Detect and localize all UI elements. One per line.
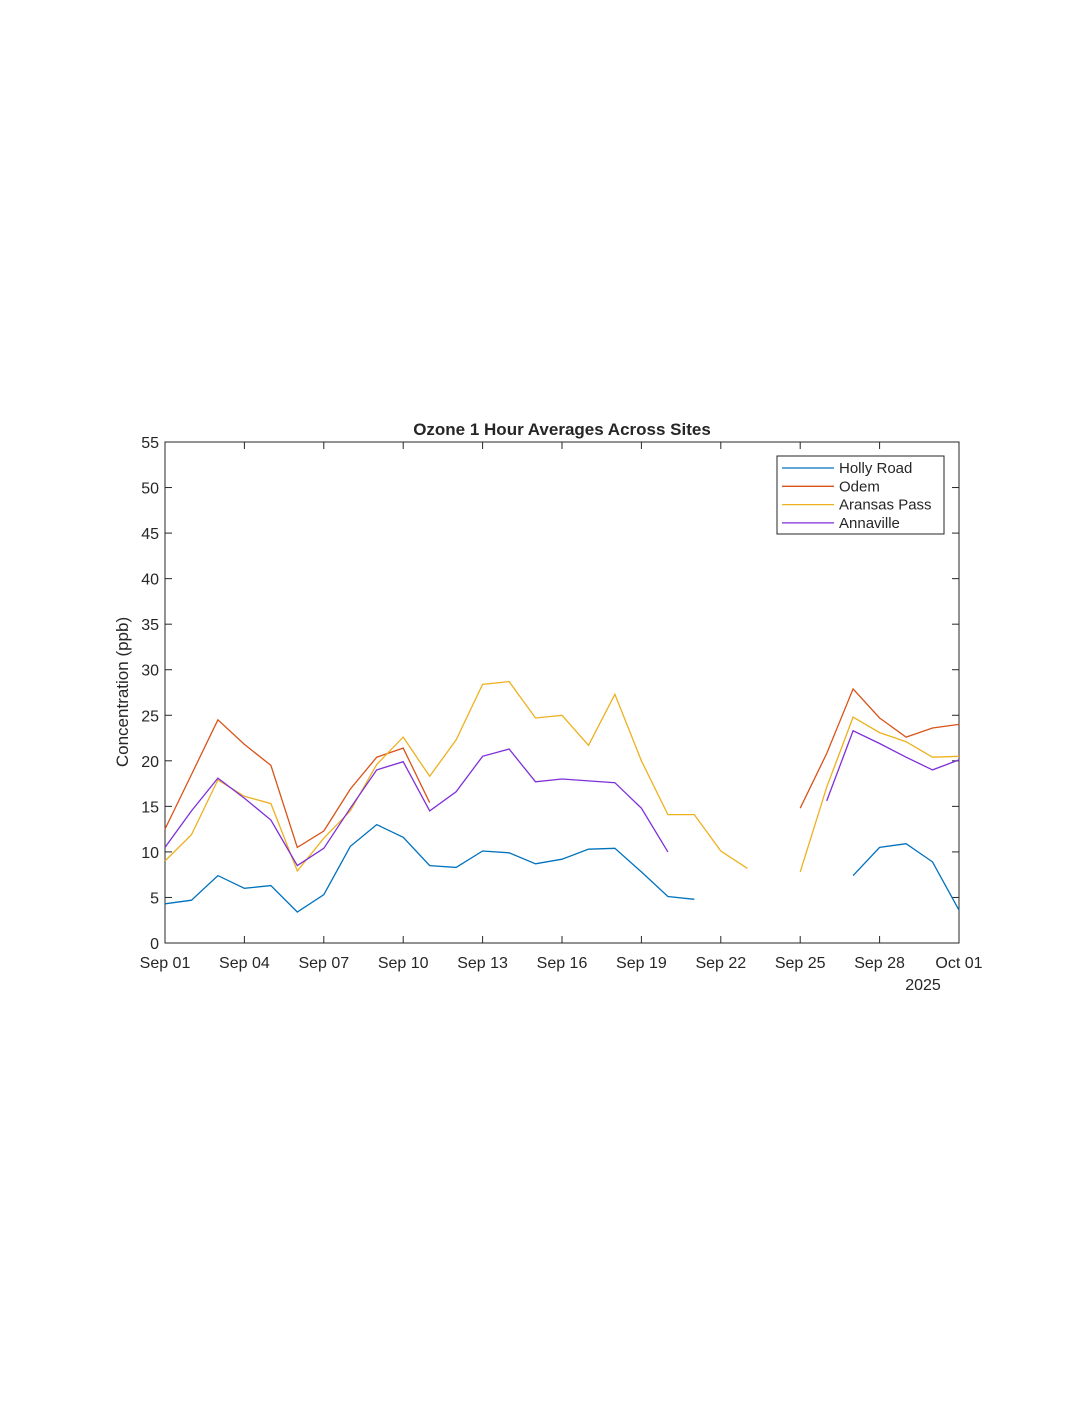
y-tick-label: 55 [141, 435, 159, 452]
x-tick-label: Sep 01 [140, 955, 191, 972]
x-tick-label: Sep 28 [854, 955, 905, 972]
series-line-holly-road [164, 823, 960, 913]
legend-box [776, 455, 945, 535]
y-tick-label: 15 [141, 799, 159, 816]
y-tick-label: 25 [141, 708, 159, 725]
series-line-odem [164, 687, 960, 849]
legend-label: Aransas Pass [839, 497, 932, 514]
y-tick-label: 30 [141, 663, 159, 680]
x-tick-label: Sep 25 [775, 955, 826, 972]
y-tick-label: 45 [141, 526, 159, 543]
x-tick-label: Sep 07 [298, 955, 349, 972]
x-tick-label: Sep 16 [537, 955, 588, 972]
y-tick-label: 50 [141, 481, 159, 498]
x-tick-label: Sep 19 [616, 955, 667, 972]
x-tick-label: Sep 22 [695, 955, 746, 972]
y-tick-label: 35 [141, 617, 159, 634]
y-tick-label: 20 [141, 754, 159, 771]
y-tick-label: 5 [150, 890, 159, 907]
x-tick-label: Sep 13 [457, 955, 508, 972]
y-tick-label: 40 [141, 572, 159, 589]
x-tick-label: Oct 01 [935, 955, 982, 972]
y-tick-label: 0 [150, 936, 159, 953]
x-tick-label: Sep 10 [378, 955, 429, 972]
y-axis-label: Concentration (ppb) [113, 617, 132, 767]
chart-title: Ozone 1 Hour Averages Across Sites [413, 420, 711, 439]
legend-label: Holly Road [839, 460, 912, 477]
series-line-aransas-pass [164, 680, 960, 873]
x-tick-label: Sep 04 [219, 955, 270, 972]
x-axis-year-label: 2025 [905, 977, 941, 994]
y-tick-label: 10 [141, 845, 159, 862]
legend-label: Odem [839, 478, 880, 495]
series-line-annaville [164, 729, 960, 867]
legend-label: Annaville [839, 515, 900, 532]
